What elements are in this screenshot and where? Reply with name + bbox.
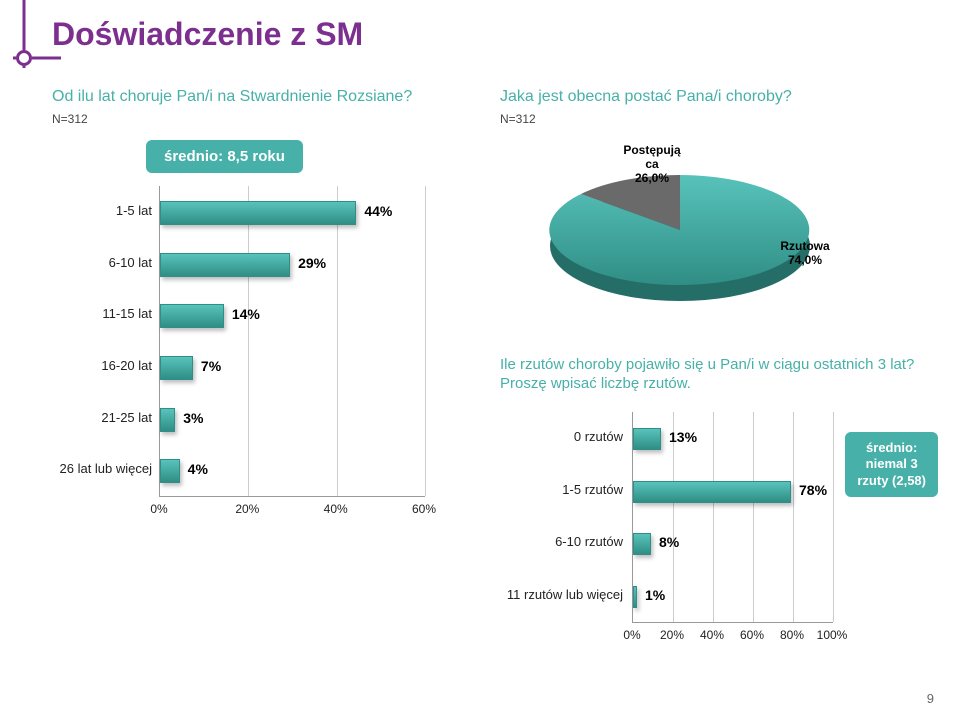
relapses-bar	[633, 586, 637, 608]
years-bar	[160, 304, 224, 328]
question-2-n: N=312	[500, 112, 536, 126]
years-xtick: 60%	[412, 502, 436, 516]
years-category-label: 16-20 lat	[42, 358, 152, 373]
page-number: 9	[927, 691, 934, 706]
relapses-bar	[633, 428, 661, 450]
years-bar	[160, 356, 193, 380]
years-category-label: 21-25 lat	[42, 410, 152, 425]
relapses-bar-chart: 13%78%8%1% 0 rzutów1-5 rzutów6-10 rzutów…	[500, 412, 842, 668]
relapses-xtick: 20%	[660, 628, 684, 642]
relapses-bar-plot: 13% 78% 8% 1%	[632, 412, 833, 623]
relapses-category-label: 0 rzutów	[483, 429, 623, 444]
relapses-xtick: 80%	[780, 628, 804, 642]
average-badge-right: średnio: niemal 3 rzuty (2,58)	[845, 432, 938, 497]
relapses-category-label: 11 rzutów lub więcej	[483, 587, 623, 602]
relapses-xtick: 40%	[700, 628, 724, 642]
relapses-bar	[633, 481, 791, 503]
years-category-label: 6-10 lat	[42, 255, 152, 270]
years-bar	[160, 253, 290, 277]
years-category-label: 26 lat lub więcej	[42, 461, 152, 476]
relapses-xtick: 0%	[623, 628, 640, 642]
question-1: Od ilu lat choruje Pan/i na Stwardnienie…	[52, 88, 412, 106]
years-bar-value: 29%	[298, 255, 326, 271]
years-xtick: 20%	[235, 502, 259, 516]
page-title: Doświadczenie z SM	[52, 16, 363, 53]
years-bar	[160, 201, 356, 225]
relapses-bar-value: 8%	[659, 534, 679, 550]
question-2: Jaka jest obecna postać Pana/i choroby?	[500, 88, 792, 106]
relapses-bar-value: 1%	[645, 587, 665, 603]
years-bar-value: 7%	[201, 358, 221, 374]
years-bar	[160, 408, 175, 432]
average-badge-left: średnio: 8,5 roku	[146, 140, 303, 173]
relapses-xtick: 60%	[740, 628, 764, 642]
relapses-bar-value: 78%	[799, 482, 827, 498]
pie-label-relapsing: Rzutowa 74,0%	[770, 240, 840, 268]
years-category-label: 11-15 lat	[42, 306, 152, 321]
years-bar	[160, 459, 180, 483]
relapses-xtick: 100%	[817, 628, 848, 642]
years-xtick: 40%	[324, 502, 348, 516]
years-bar-value: 4%	[188, 461, 208, 477]
years-bar-value: 44%	[364, 203, 392, 219]
years-bar-plot: 44% 29% 14% 7% 3% 4%	[159, 186, 425, 497]
relapses-category-label: 6-10 rzutów	[483, 534, 623, 549]
question-1-n: N=312	[52, 112, 88, 126]
disease-form-pie: Postępują ca 26,0% Rzutowa 74,0%	[515, 130, 845, 330]
years-bar-chart: 44%29%14%7%3%4% 1-5 lat6-10 lat11-15 lat…	[52, 186, 437, 530]
pie-label-progressive: Postępują ca 26,0%	[617, 144, 687, 185]
question-3: Ile rzutów choroby pojawiło się u Pan/i …	[500, 356, 930, 394]
years-bar-value: 3%	[183, 410, 203, 426]
years-xtick: 0%	[150, 502, 167, 516]
relapses-bar-value: 13%	[669, 429, 697, 445]
relapses-bar	[633, 533, 651, 555]
relapses-category-label: 1-5 rzutów	[483, 482, 623, 497]
years-category-label: 1-5 lat	[42, 203, 152, 218]
years-bar-value: 14%	[232, 306, 260, 322]
